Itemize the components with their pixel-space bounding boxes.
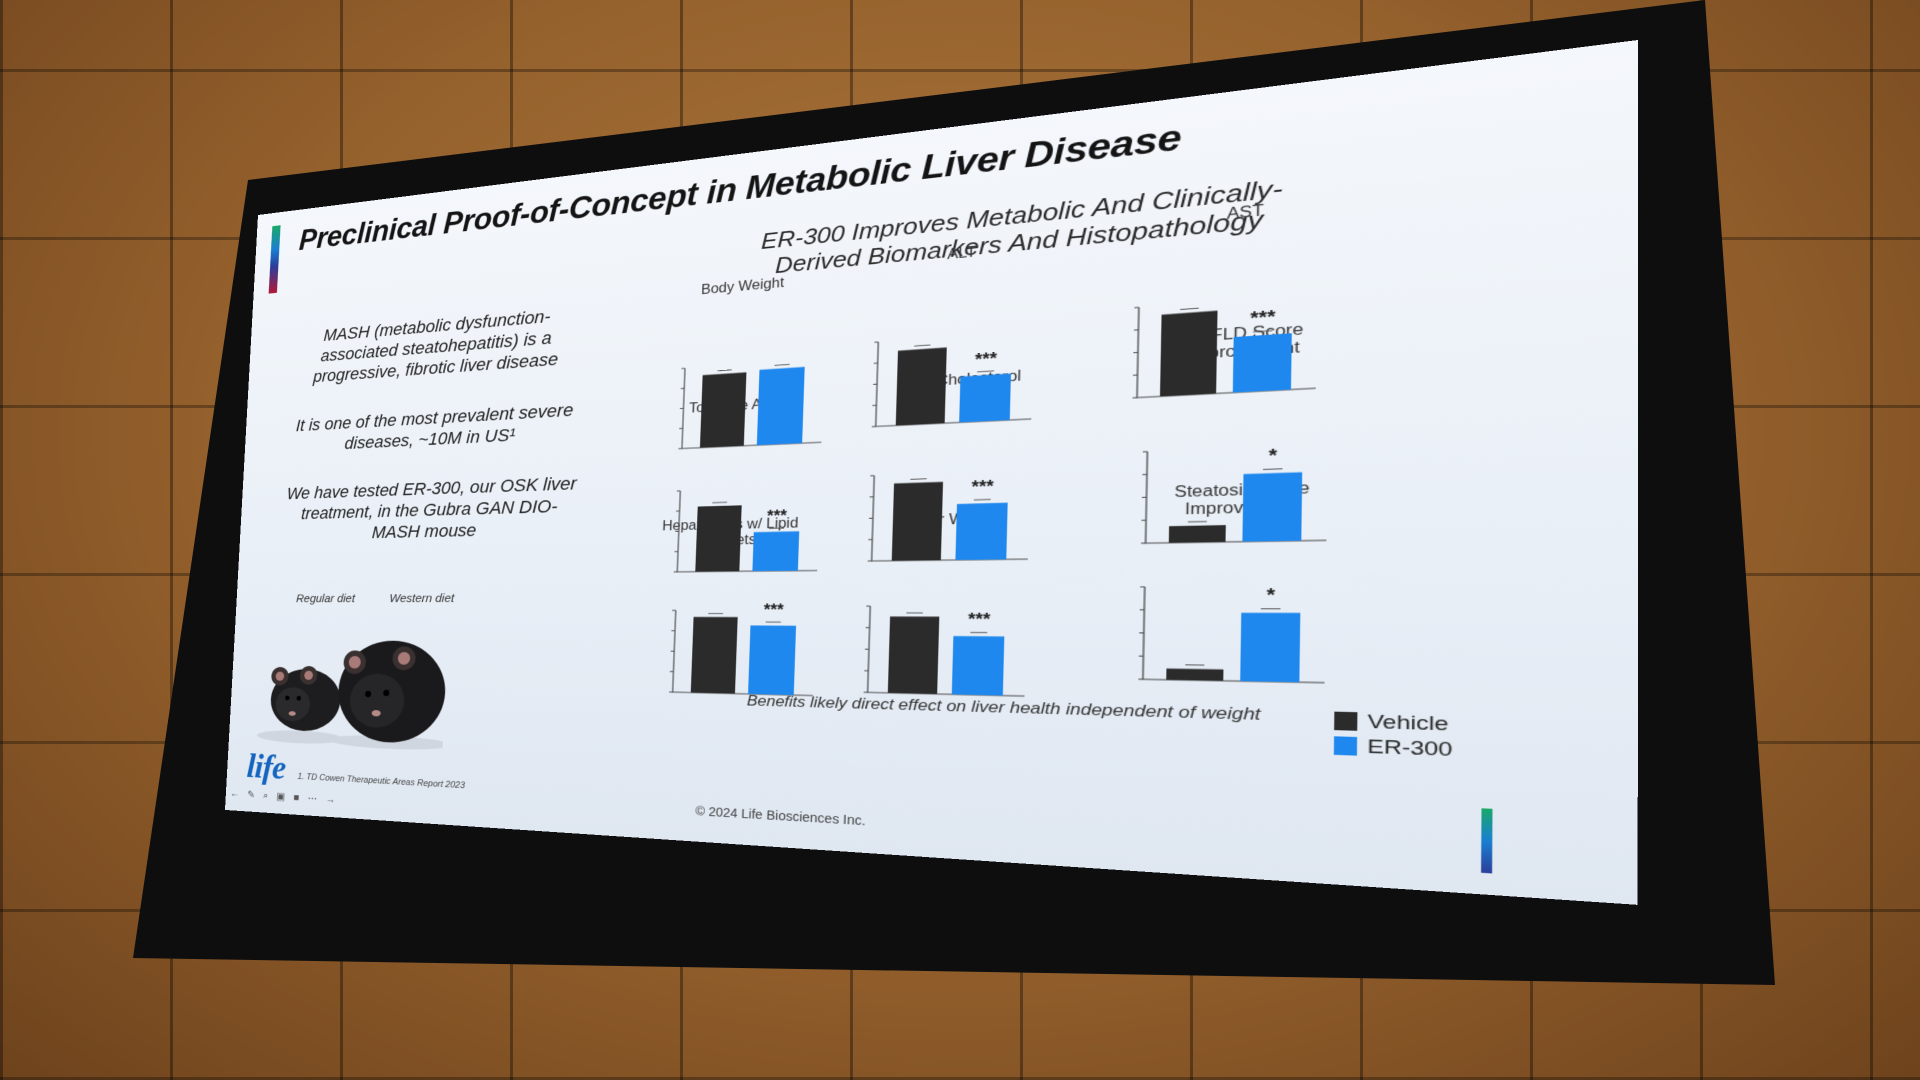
captions-icon[interactable]: ▣ xyxy=(276,790,288,803)
chart-panel-5: * xyxy=(1141,443,1328,543)
chart-panel-7: *** xyxy=(864,606,1027,696)
chart-panel-8: * xyxy=(1138,584,1325,682)
bar-vehicle xyxy=(888,617,939,695)
pen-icon[interactable]: ✎ xyxy=(247,788,258,801)
legend-er300: ER-300 xyxy=(1334,735,1453,762)
bar-er300 xyxy=(752,531,799,571)
bar-vehicle xyxy=(892,482,943,561)
error-bar xyxy=(914,345,930,346)
significance-marker: *** xyxy=(971,477,994,497)
chart-panel-2: *** xyxy=(1133,294,1317,398)
bar-vehicle xyxy=(700,372,747,447)
chart-panel-1: *** xyxy=(872,331,1034,427)
corner-accent-bar xyxy=(1481,808,1492,873)
error-bar xyxy=(910,479,926,480)
legend-vehicle-label: Vehicle xyxy=(1368,711,1449,735)
zoom-icon[interactable]: ⌕ xyxy=(263,789,272,802)
significance-marker: *** xyxy=(763,601,784,619)
bar-vehicle xyxy=(691,617,738,694)
chart-panel-4: *** xyxy=(868,470,1030,561)
bar-er300 xyxy=(959,374,1011,423)
camera-icon[interactable]: ■ xyxy=(293,791,302,803)
chart-panel-6: *** xyxy=(669,601,816,696)
significance-marker: * xyxy=(1266,585,1275,606)
error-bar xyxy=(977,371,994,372)
bar-er300 xyxy=(1242,472,1302,541)
bar-er300 xyxy=(1233,333,1292,392)
legend-vehicle-swatch xyxy=(1334,712,1357,731)
bar-vehicle xyxy=(1166,669,1223,681)
bar-er300 xyxy=(748,625,796,695)
chart-panel-0 xyxy=(678,359,824,449)
chart-panel-3: *** xyxy=(674,486,820,572)
bar-vehicle xyxy=(1169,525,1226,543)
legend-er300-swatch xyxy=(1334,736,1357,755)
significance-marker: *** xyxy=(767,507,788,525)
legend-vehicle: Vehicle xyxy=(1334,711,1449,737)
significance-marker: *** xyxy=(968,610,991,629)
error-bar xyxy=(1180,308,1199,309)
error-bar xyxy=(1253,331,1272,332)
bar-vehicle xyxy=(695,505,741,571)
error-bar xyxy=(717,370,732,371)
bar-er300 xyxy=(757,367,805,445)
more-icon[interactable]: ⋯ xyxy=(307,792,320,805)
significance-marker: * xyxy=(1268,445,1277,466)
error-bar xyxy=(1263,469,1283,470)
error-bar xyxy=(775,364,790,365)
bar-er300 xyxy=(955,503,1007,560)
back-icon[interactable]: ← xyxy=(230,787,242,799)
bar-vehicle xyxy=(896,347,947,425)
forward-icon[interactable]: → xyxy=(325,793,338,806)
bar-vehicle xyxy=(1160,311,1218,397)
significance-marker: *** xyxy=(1250,307,1276,329)
significance-marker: *** xyxy=(975,349,998,369)
bar-er300 xyxy=(952,636,1005,695)
bar-er300 xyxy=(1240,613,1300,682)
legend-er300-label: ER-300 xyxy=(1367,736,1452,761)
life-biosciences-logo: life xyxy=(246,746,287,787)
